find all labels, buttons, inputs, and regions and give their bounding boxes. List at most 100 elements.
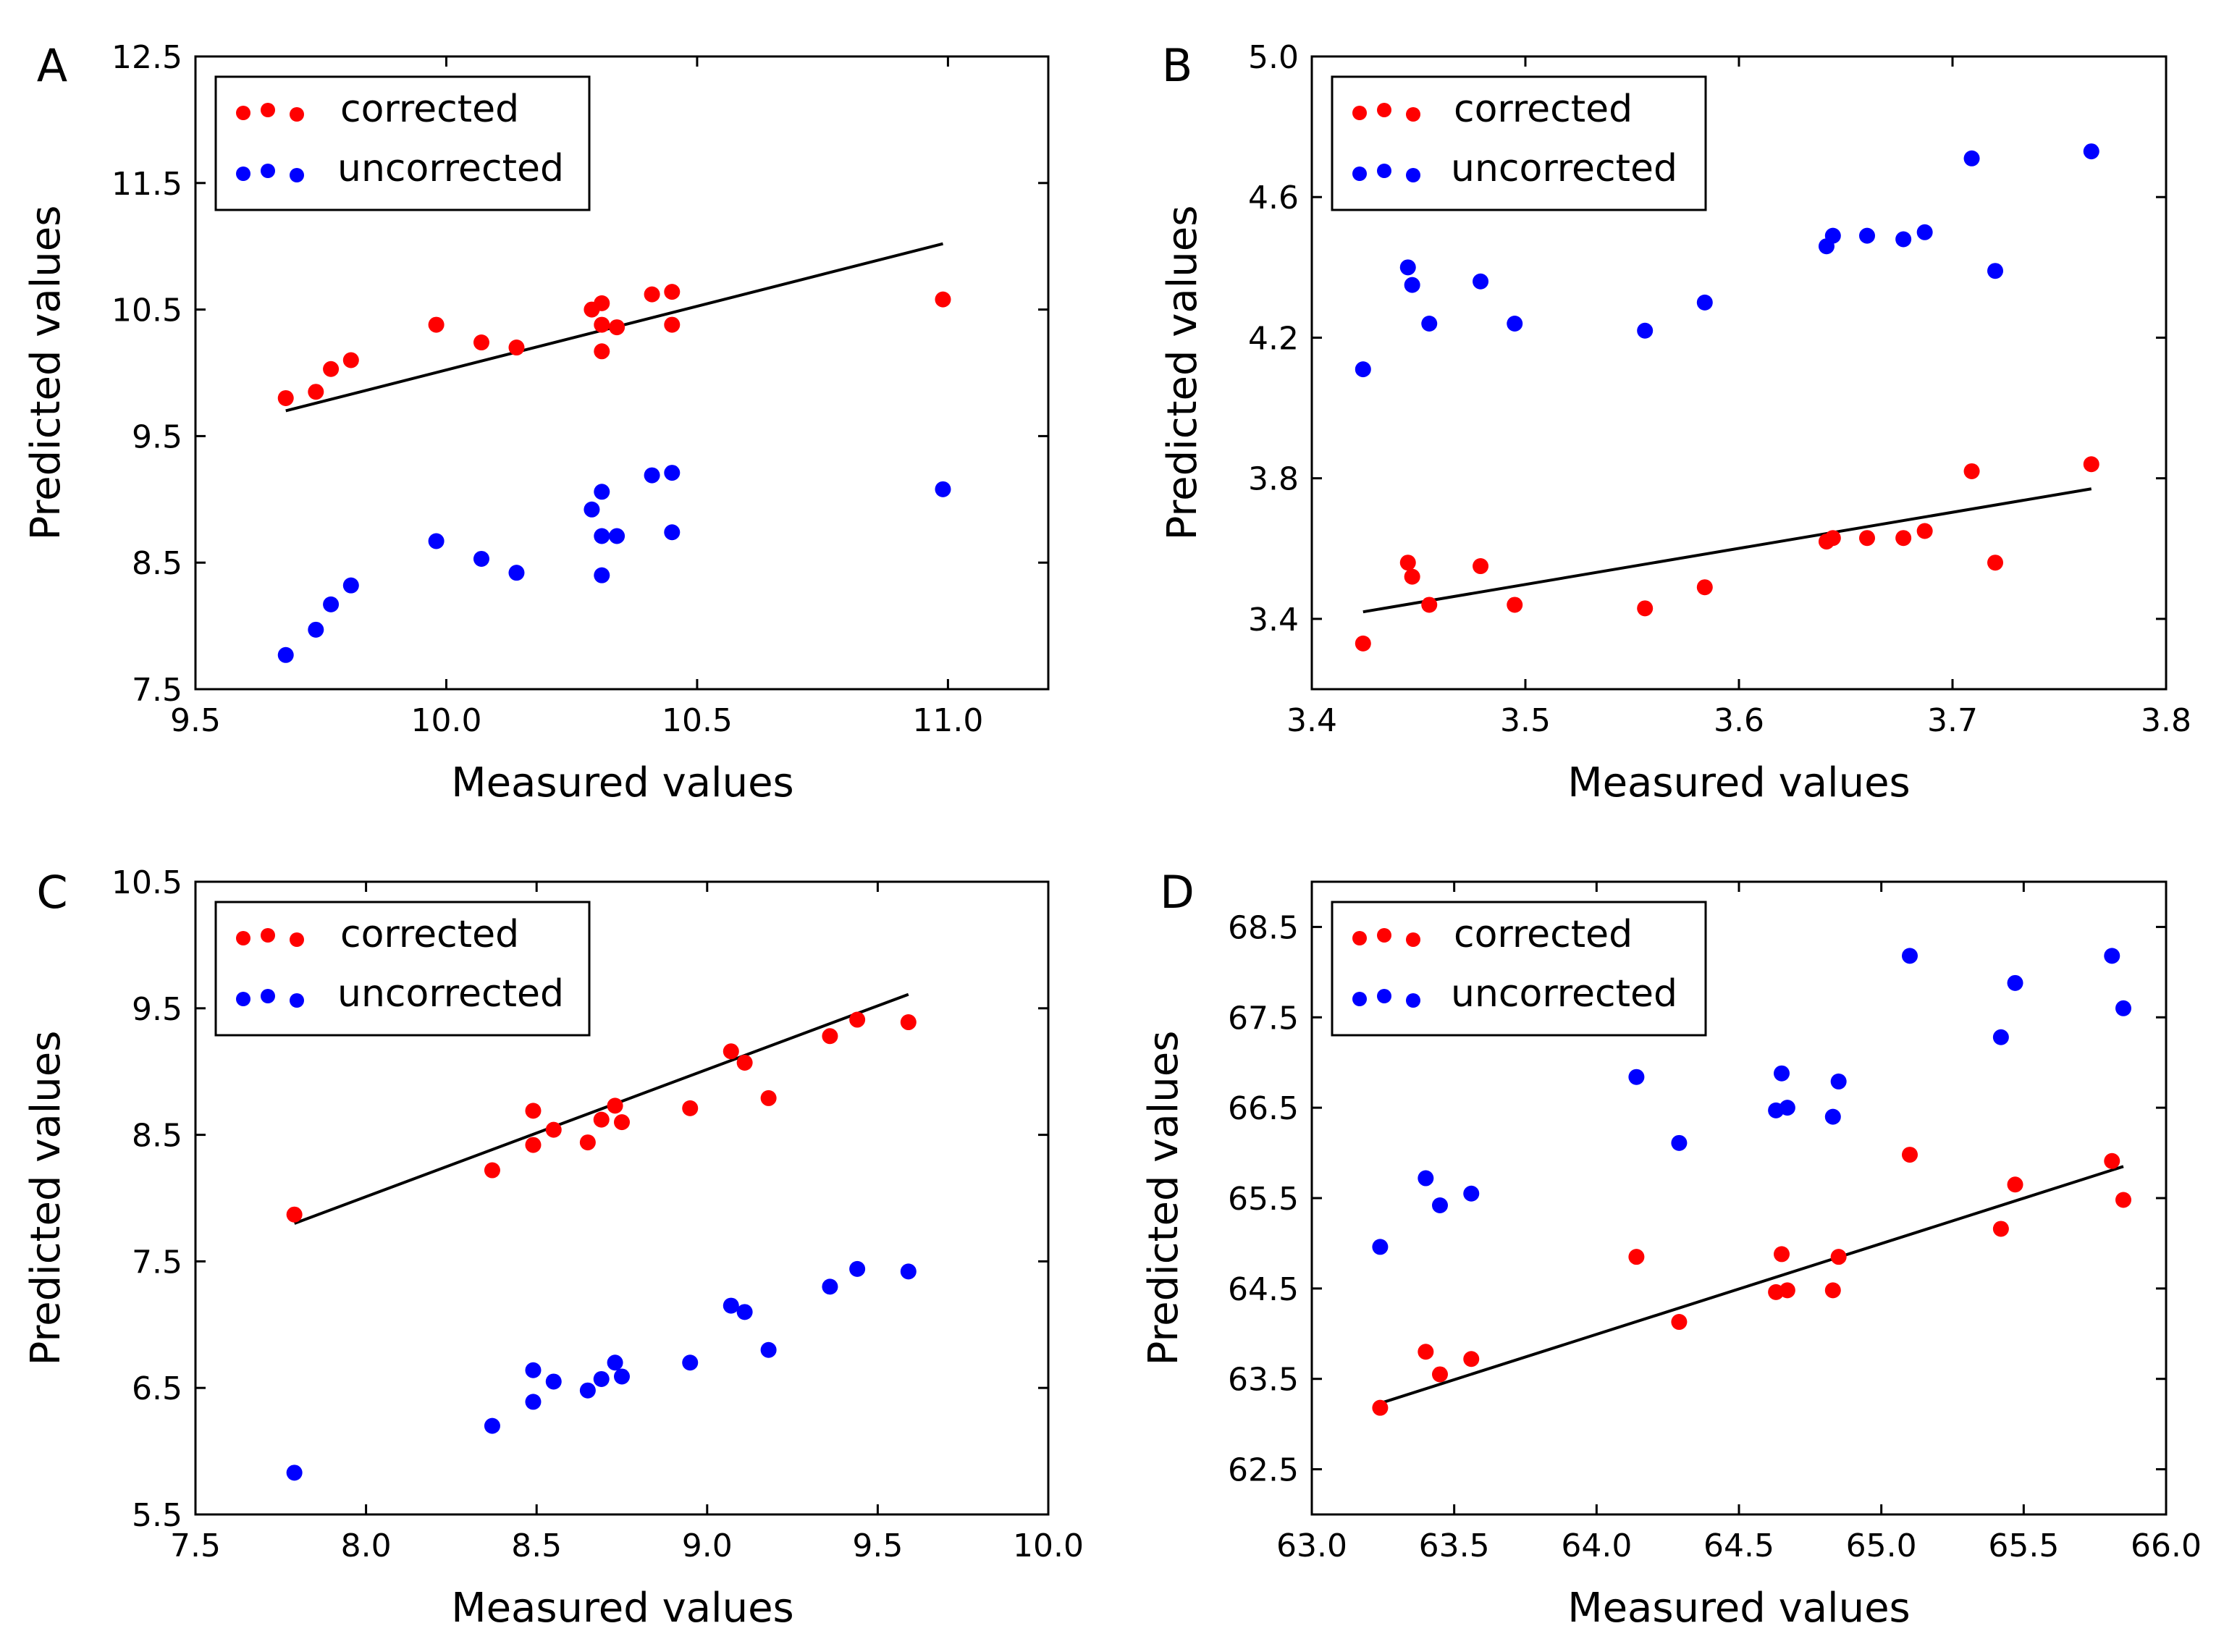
point-corrected [2115,1192,2131,1208]
point-uncorrected [1399,259,1416,276]
legend-label-uncorrected: uncorrected [1451,972,1677,1016]
point-corrected [849,1011,866,1028]
point-corrected [323,361,340,377]
y-tick-label: 6.5 [132,1370,182,1407]
legend-marker-corrected [1352,103,1420,122]
point-uncorrected [1902,948,1918,964]
x-axis-label: Measured values [1567,1585,1910,1632]
point-corrected [1463,1351,1480,1367]
point-uncorrected [525,1394,542,1410]
point-uncorrected [484,1417,500,1434]
y-tick-label: 68.5 [1228,909,1299,946]
panel-letter: A [37,39,67,92]
axes-frame [1310,55,2168,691]
x-tick-label: 10.5 [662,702,733,739]
panel-letter: D [1160,866,1195,919]
point-corrected [1987,555,2003,571]
point-uncorrected [2104,948,2120,964]
point-corrected [1830,1249,1847,1265]
point-corrected [1418,1344,1434,1360]
point-corrected [1421,597,1438,613]
x-tick-label: 9.5 [170,702,221,739]
point-corrected [607,1097,623,1114]
point-uncorrected [323,596,340,612]
x-tick-label: 9.0 [682,1527,733,1564]
legend-box [1331,75,1707,211]
point-corrected [277,389,294,406]
plot-area: 9.5 10.0 10.5 11.0 7.5 8.5 9.5 10.5 11.5 12.5 [111,39,1048,739]
x-tick-label: 65.5 [1988,1527,2059,1564]
point-uncorrected [584,501,600,518]
point-corrected [508,340,525,356]
point-uncorrected [1637,322,1654,339]
x-axis-label: Measured values [1567,759,1910,806]
point-corrected [1399,555,1416,571]
y-tick-label: 4.6 [1248,180,1299,216]
point-corrected [935,291,951,308]
point-uncorrected [1418,1170,1434,1187]
point-corrected [286,1206,303,1223]
point-uncorrected [1987,263,2003,279]
point-uncorrected [1824,1108,1841,1125]
point-uncorrected [1372,1239,1389,1255]
legend-marker-corrected [236,103,304,122]
x-tick-label: 11.0 [912,702,983,739]
x-tick-label: 3.4 [1286,702,1337,739]
legend-label-uncorrected: uncorrected [337,972,564,1016]
point-uncorrected [342,577,359,594]
y-tick-label: 8.5 [132,545,182,582]
point-corrected [1372,1399,1389,1416]
point-uncorrected [607,1354,623,1371]
point-corrected [484,1162,500,1179]
point-uncorrected [594,528,610,544]
point-uncorrected [1473,273,1489,290]
x-tick-label: 64.0 [1561,1527,1632,1564]
x-tick-label: 9.5 [852,1527,903,1564]
point-corrected [594,343,610,360]
legend-label-uncorrected: uncorrected [1451,147,1677,190]
x-tick-label: 10.0 [410,702,481,739]
x-tick-label: 10.0 [1013,1527,1084,1564]
point-uncorrected [1421,316,1438,332]
point-corrected [1824,530,1841,547]
x-tick-label: 63.5 [1419,1527,1490,1564]
point-corrected [1824,1282,1841,1299]
y-axis-label: Predicted values [22,206,70,541]
panel-c: C 7.5 8.0 8.5 9.0 9.5 10.0 5.5 6.5 7.5 8.5 9.5 10.5… [22,864,1084,1632]
point-corrected [822,1028,838,1045]
point-corrected [760,1090,777,1106]
x-axis-label: Measured values [451,759,793,806]
point-corrected [1507,597,1523,613]
point-uncorrected [935,481,951,497]
point-corrected [1628,1249,1645,1265]
point-uncorrected [644,467,660,484]
point-uncorrected [664,524,681,541]
panel-d: D 63.0 63.5 64.0 64.5 65.0 65.5 66.0 62.5 63.5 64… [1140,866,2202,1632]
point-uncorrected [614,1368,630,1385]
point-uncorrected [1830,1073,1847,1090]
point-corrected [723,1043,739,1060]
y-tick-label: 3.8 [1248,461,1299,498]
legend-marker-uncorrected [236,164,304,182]
point-uncorrected [428,533,445,549]
point-corrected [1404,568,1420,585]
point-uncorrected [900,1263,917,1280]
legend-box [214,75,591,211]
point-uncorrected [286,1465,303,1481]
point-corrected [1859,530,1875,547]
point-corrected [682,1100,699,1116]
point-uncorrected [609,528,626,544]
y-tick-label: 10.5 [111,864,182,901]
point-uncorrected [1507,316,1523,332]
legend-marker-uncorrected [1352,164,1420,182]
y-axis-label: Predicted values [1159,206,1206,541]
legend-label-corrected: corrected [340,913,519,956]
fit-line [293,993,909,1225]
point-corrected [664,316,681,333]
point-uncorrected [664,465,681,481]
y-tick-label: 5.5 [132,1497,182,1534]
point-corrected [1916,523,1933,539]
panel-a: A 9.5 10.0 10.5 11.0 7.5 8.5 9.5 10.5 11.5 12.5 P… [22,39,1050,806]
legend: corrected uncorrected [1331,901,1707,1037]
point-corrected [1671,1314,1688,1331]
